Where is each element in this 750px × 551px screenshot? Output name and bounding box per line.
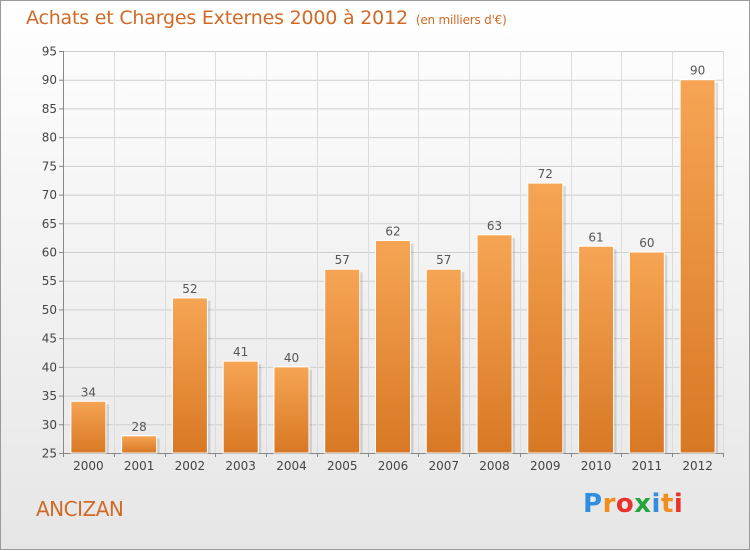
x-tick-label: 2003 [225, 459, 256, 473]
x-tick-label: 2010 [581, 459, 612, 473]
x-tick-label: 2001 [124, 459, 155, 473]
chart-title: Achats et Charges Externes 2000 à 2012 (e… [26, 7, 507, 29]
x-tick-label: 2000 [73, 459, 104, 473]
bar [121, 435, 158, 454]
data-label: 52 [182, 282, 197, 296]
y-tick-label: 35 [42, 389, 57, 403]
bar [171, 297, 208, 454]
x-tick-label: 2002 [175, 459, 206, 473]
y-tick-label: 80 [42, 131, 57, 145]
y-tick-label: 30 [42, 418, 57, 432]
bar [324, 268, 361, 454]
place-name: ANCIZAN [36, 497, 124, 521]
x-tick-label: 2007 [428, 459, 459, 473]
data-label: 72 [538, 167, 553, 181]
data-label: 60 [639, 236, 654, 250]
logo-letter: o [615, 489, 635, 519]
y-tick-label: 85 [42, 102, 57, 116]
x-tick-label: 2005 [327, 459, 358, 473]
x-tick-label: 2008 [479, 459, 510, 473]
logo-letter: r [602, 489, 616, 519]
data-label: 61 [588, 230, 603, 244]
data-label: 28 [132, 420, 147, 434]
bar [70, 400, 107, 454]
data-label: 90 [690, 64, 705, 78]
chart-title-text: Achats et Charges Externes 2000 à 2012 [26, 7, 408, 29]
y-tick-label: 90 [42, 73, 57, 87]
x-tick-label: 2012 [682, 459, 713, 473]
x-tick-label: 2011 [632, 459, 663, 473]
y-tick-label: 95 [42, 45, 57, 59]
y-tick-label: 50 [42, 303, 57, 317]
y-tick-label: 60 [42, 246, 57, 260]
bar [476, 234, 513, 454]
y-tick-label: 55 [42, 274, 57, 288]
data-label: 63 [487, 219, 502, 233]
x-tick-label: 2006 [378, 459, 409, 473]
logo-letter: t [660, 489, 674, 519]
logo-letter: P [583, 489, 603, 519]
data-label: 40 [284, 351, 299, 365]
bar [273, 366, 310, 454]
data-label: 57 [335, 253, 350, 267]
logo-letter: i [651, 489, 661, 519]
proxiti-logo: Proxiti [583, 489, 683, 519]
bar [375, 240, 411, 454]
y-tick-label: 75 [42, 159, 57, 173]
bar [578, 245, 615, 454]
y-tick-label: 45 [42, 332, 57, 346]
data-label: 62 [385, 225, 400, 239]
data-label: 41 [233, 345, 248, 359]
chart-subtitle: (en milliers d'€) [415, 13, 507, 27]
logo-letter: i [673, 489, 684, 519]
x-tick-label: 2009 [530, 459, 561, 473]
x-tick-label: 2004 [276, 459, 307, 473]
y-tick-label: 65 [42, 217, 57, 231]
y-tick-label: 70 [42, 188, 57, 202]
y-tick-label: 25 [42, 447, 57, 461]
data-label: 34 [81, 385, 96, 399]
data-label: 57 [436, 253, 451, 267]
logo-letter: x [634, 489, 652, 519]
bar [222, 360, 259, 454]
bar [527, 182, 564, 454]
y-tick-label: 40 [42, 360, 57, 374]
bar [679, 79, 716, 454]
bar [425, 268, 462, 454]
bar [628, 251, 665, 454]
